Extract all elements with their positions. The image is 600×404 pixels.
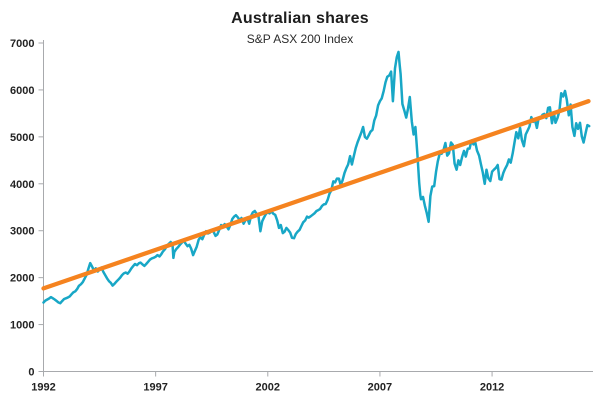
trend-line-path xyxy=(41,99,591,291)
y-tick-label: 2000 xyxy=(10,273,34,285)
chart-title: Australian shares xyxy=(231,10,369,27)
x-tick-label: 2012 xyxy=(480,382,504,394)
y-tick-label: 3000 xyxy=(10,226,34,238)
y-tick-label: 0 xyxy=(28,367,34,379)
y-tick-label: 6000 xyxy=(10,85,34,97)
y-tick-label: 1000 xyxy=(10,320,34,332)
x-tick-label: 2002 xyxy=(256,382,280,394)
index-line-path xyxy=(42,50,591,305)
chart-subtitle: S&P ASX 200 Index xyxy=(246,32,354,46)
y-tick-label: 4000 xyxy=(10,179,34,191)
x-tick-label: 1992 xyxy=(31,382,55,394)
y-tick-label: 7000 xyxy=(10,38,34,50)
x-tick-label: 1997 xyxy=(143,382,167,394)
y-tick-label: 5000 xyxy=(10,132,34,144)
x-tick-label: 2007 xyxy=(368,382,392,394)
